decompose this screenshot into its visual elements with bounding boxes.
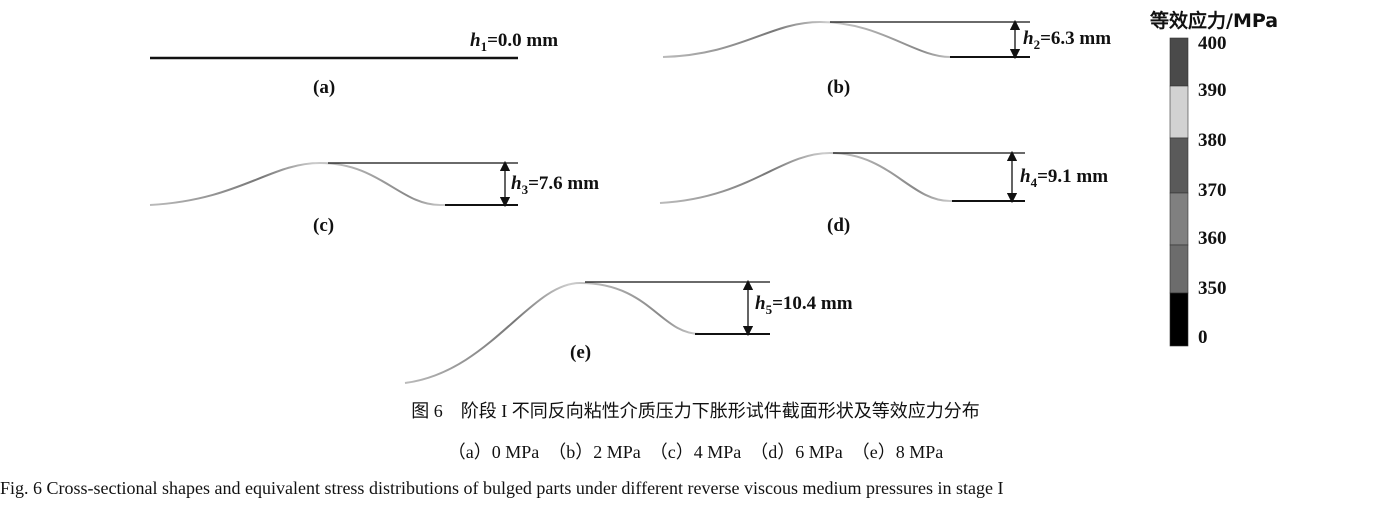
colorbar-segment: [1169, 137, 1189, 194]
profile-b: [662, 20, 1030, 58]
profile-e: [404, 281, 770, 384]
panel-label-d: (d): [827, 215, 851, 236]
height-label-c: h3=7.6 mm: [511, 173, 600, 197]
height-label-a: h1=0.0 mm: [470, 30, 559, 54]
height-label-d: h4=9.1 mm: [1020, 166, 1109, 190]
colorbar-segment: [1169, 244, 1189, 294]
panel-label-e: (e): [570, 342, 592, 363]
colorbar: [1169, 37, 1189, 347]
colorbar-tick-label: 370: [1198, 180, 1227, 201]
panel-label-b: (b): [827, 77, 851, 98]
profile-d: [659, 151, 1025, 204]
height-label-e: h5=10.4 mm: [755, 293, 853, 317]
panel-label-a: (a): [313, 77, 336, 98]
colorbar-tick-label: 0: [1198, 327, 1208, 348]
panel-label-c: (c): [313, 215, 335, 236]
colorbar-segment: [1169, 37, 1189, 87]
colorbar-segment: [1169, 192, 1189, 246]
caption-en: Fig. 6 Cross-sectional shapes and equiva…: [0, 478, 1004, 498]
colorbar-tick-label: 390: [1198, 80, 1227, 101]
colorbar-segment: [1169, 292, 1189, 347]
colorbar-tick-label: 350: [1198, 278, 1227, 299]
colorbar-tick-label: 360: [1198, 228, 1227, 249]
colorbar-tick-label: 380: [1198, 130, 1227, 151]
colorbar-title: 等效应力/MPa: [1150, 10, 1279, 32]
caption-sub: （a）0 MPa （b）2 MPa （c）4 MPa （d）6 MPa （e）8…: [447, 442, 944, 462]
height-label-b: h2=6.3 mm: [1023, 28, 1112, 52]
colorbar-segment: [1169, 85, 1189, 139]
caption-zh: 图 6 阶段 I 不同反向粘性介质压力下胀形试件截面形状及等效应力分布: [411, 401, 980, 421]
colorbar-tick-label: 400: [1198, 33, 1227, 54]
profile-c: [149, 161, 518, 206]
